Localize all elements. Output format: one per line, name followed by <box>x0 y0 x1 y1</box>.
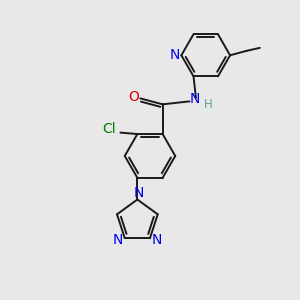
Text: H: H <box>204 98 213 111</box>
Text: N: N <box>190 92 200 106</box>
Text: N: N <box>169 48 180 62</box>
Text: N: N <box>151 233 162 247</box>
Text: N: N <box>134 186 144 200</box>
Text: N: N <box>113 233 123 247</box>
Text: O: O <box>128 90 139 104</box>
Text: Cl: Cl <box>102 122 116 136</box>
